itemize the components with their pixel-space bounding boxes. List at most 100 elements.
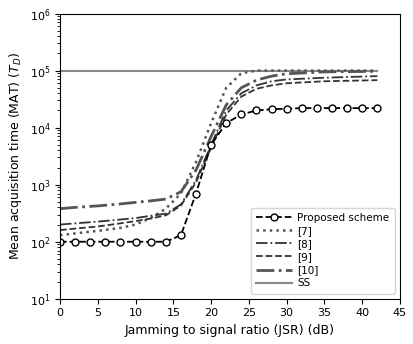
[7] [193,160,198,164]
[9] [118,221,123,225]
[7] [374,68,379,73]
[9] [148,216,153,221]
[7] [178,192,183,196]
[7] [72,231,77,235]
Proposed scheme [88,240,93,244]
Proposed scheme [163,240,168,244]
Proposed scheme [238,112,243,117]
[8] [268,79,273,83]
[8] [253,83,258,87]
Line: Proposed scheme: Proposed scheme [57,105,380,245]
SS [208,68,213,73]
[9] [208,146,213,150]
Proposed scheme [299,106,304,110]
Proposed scheme [344,106,349,110]
[8] [238,91,243,95]
[10] [321,70,326,74]
[10] [95,204,100,208]
[9] [178,204,183,208]
[7] [57,233,62,237]
[9] [133,219,138,223]
[10] [208,135,213,139]
SS [374,68,379,73]
Proposed scheme [102,240,107,244]
[10] [374,69,379,73]
Proposed scheme [359,106,364,110]
[7] [283,68,288,73]
Line: [7]: [7] [60,71,376,235]
[9] [268,83,273,87]
[9] [283,81,288,85]
[9] [321,79,326,83]
[10] [268,74,273,78]
[10] [163,197,168,201]
[8] [163,212,168,216]
[9] [374,78,379,82]
[10] [238,86,243,90]
[10] [193,168,198,172]
Proposed scheme [72,240,77,244]
[7] [208,121,213,125]
[7] [95,229,100,233]
SS [246,68,251,73]
Proposed scheme [118,240,123,244]
[10] [283,72,288,76]
[9] [57,228,62,232]
[9] [95,224,100,228]
Proposed scheme [283,107,288,111]
[7] [133,223,138,227]
Proposed scheme [223,121,228,125]
[7] [268,68,273,73]
[7] [321,68,326,73]
[7] [223,86,228,90]
[8] [374,74,379,78]
SS [57,68,62,73]
[8] [283,77,288,82]
Proposed scheme [329,106,334,110]
[8] [72,221,77,225]
[8] [118,217,123,222]
[10] [72,205,77,209]
[7] [253,68,258,73]
[7] [238,71,243,75]
[9] [72,226,77,230]
Line: [9]: [9] [60,80,376,230]
[8] [95,219,100,224]
Proposed scheme [178,233,183,237]
Proposed scheme [374,106,379,110]
Proposed scheme [133,240,138,244]
[9] [238,95,243,99]
Legend: Proposed scheme, [7], [8], [9], [10], SS: Proposed scheme, [7], [8], [9], [10], SS [250,207,394,293]
[8] [133,216,138,220]
[9] [193,180,198,184]
[10] [133,200,138,204]
[8] [321,76,326,80]
Proposed scheme [268,107,273,111]
[8] [193,178,198,182]
[10] [118,202,123,206]
[7] [163,207,168,211]
[8] [208,143,213,147]
[10] [253,78,258,82]
Proposed scheme [148,240,153,244]
Y-axis label: Mean acquisition time (MAT) $(T_D)$: Mean acquisition time (MAT) $(T_D)$ [7,52,24,260]
[9] [253,87,258,91]
Line: [10]: [10] [60,71,376,209]
[8] [148,214,153,218]
[9] [163,213,168,217]
Line: [8]: [8] [60,76,376,225]
[10] [57,207,62,211]
Proposed scheme [253,108,258,112]
[8] [57,223,62,227]
[7] [148,216,153,220]
Proposed scheme [313,106,318,110]
[10] [148,199,153,203]
[9] [223,112,228,117]
Proposed scheme [57,240,62,244]
[7] [118,226,123,230]
X-axis label: Jamming to signal ratio (JSR) (dB): Jamming to signal ratio (JSR) (dB) [125,324,334,337]
[8] [223,108,228,112]
Proposed scheme [208,143,213,147]
[8] [178,202,183,206]
[10] [223,103,228,107]
